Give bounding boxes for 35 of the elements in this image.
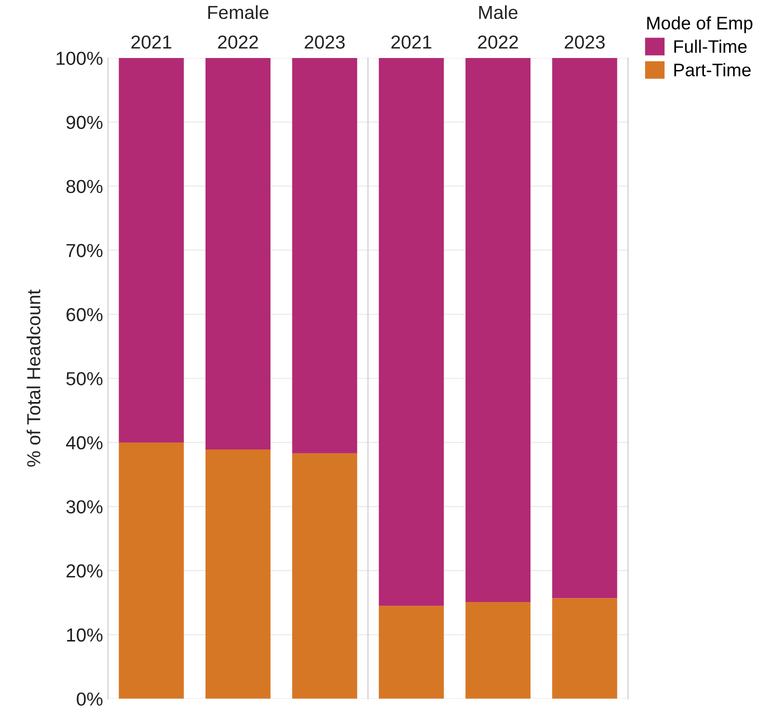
bar [118, 442, 184, 699]
legend-label: Part-Time [674, 63, 751, 76]
legend-label: Full-Time [674, 40, 747, 53]
bar [206, 58, 270, 450]
y-tick-label: 30% [66, 500, 102, 514]
y-tick-label: 70% [66, 244, 102, 258]
x-tick-label: 2022 [478, 35, 518, 49]
y-tick-label: 80% [66, 180, 102, 194]
y-tick-label: 90% [66, 116, 102, 130]
chart-title: Female [208, 5, 268, 20]
bar [292, 58, 358, 454]
y-tick-label: 60% [66, 308, 102, 322]
bar [378, 606, 444, 699]
bar [552, 58, 618, 598]
bar [378, 58, 444, 606]
y-tick-label: 100% [56, 52, 102, 65]
x-tick-label: 2021 [131, 35, 172, 49]
bar [466, 58, 530, 602]
bar [206, 449, 270, 699]
y-tick-label: 10% [67, 628, 102, 642]
x-tick-label: 2022 [218, 35, 258, 49]
bar [118, 58, 184, 442]
legend-title: Mode of Emp [647, 16, 752, 34]
y-tick-label: 0% [76, 692, 102, 706]
bar [466, 602, 530, 699]
x-tick-label: 2023 [304, 35, 345, 49]
x-tick-label: 2021 [391, 35, 432, 49]
y-tick-label: 40% [66, 436, 102, 450]
y-axis-title: % of Total Headcount [26, 290, 40, 467]
y-tick-label: 20% [66, 564, 102, 578]
chart-title: Male [479, 5, 518, 20]
bar [552, 598, 618, 699]
y-tick-label: 50% [66, 372, 102, 386]
x-tick-label: 2023 [564, 35, 605, 49]
bar [292, 453, 358, 699]
